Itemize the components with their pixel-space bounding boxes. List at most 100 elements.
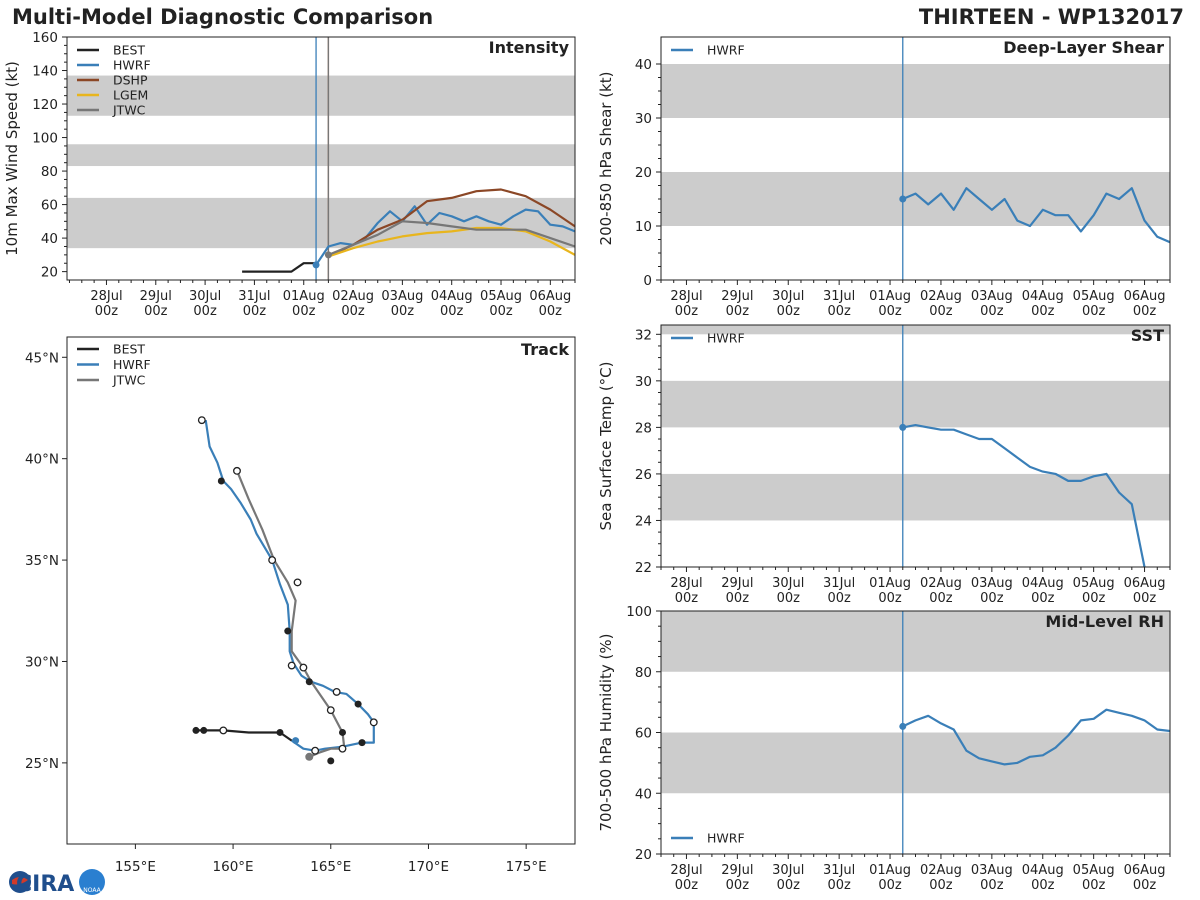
rh-xtick-hour: 00z	[827, 878, 851, 893]
shear-xtick-day: 01Aug	[869, 289, 911, 304]
rh-ytick-label: 100	[626, 604, 652, 620]
intensity-series-lgem	[328, 226, 575, 258]
sst-xtick-hour: 00z	[1082, 591, 1106, 606]
intensity-xtick-hour: 00z	[243, 304, 267, 319]
cira-logo: CIRA NOAA	[9, 869, 105, 897]
shear-ytick-label: 30	[635, 111, 652, 127]
rh-xtick-day: 31Jul	[823, 863, 855, 878]
sst-xtick-day: 30Jul	[772, 576, 804, 591]
shear-xtick-hour: 00z	[777, 304, 801, 319]
sst-xtick-day: 03Aug	[971, 576, 1013, 591]
track-open-point	[369, 718, 378, 727]
intensity-ytick-label: 20	[41, 265, 58, 281]
track-open-point	[293, 578, 302, 587]
shear-xtick-hour: 00z	[1082, 304, 1106, 319]
rh-shaded-band	[661, 611, 1170, 672]
shear-xtick-hour: 00z	[878, 304, 902, 319]
sst-xtick-day: 02Aug	[920, 576, 962, 591]
sst-xtick-hour: 00z	[980, 591, 1004, 606]
track-filled-point	[358, 739, 366, 747]
shear-xtick-day: 06Aug	[1124, 289, 1166, 304]
storm-name: THIRTEEN - WP132017	[918, 5, 1184, 29]
intensity-ytick-label: 100	[32, 131, 58, 147]
shear-xtick-hour: 00z	[827, 304, 851, 319]
rh-xtick-hour: 00z	[929, 878, 953, 893]
sst-xtick-day: 31Jul	[823, 576, 855, 591]
rh-title: Mid-Level RH	[1045, 612, 1164, 631]
sst-legend-label-hwrf: HWRF	[707, 331, 745, 346]
shear-xtick-hour: 00z	[675, 304, 699, 319]
sst-xtick-day: 04Aug	[1022, 576, 1064, 591]
sst-ytick-label: 26	[635, 467, 652, 483]
sst-shaded-band	[661, 473, 1170, 521]
rh-xtick-day: 03Aug	[971, 863, 1013, 878]
track-legend-label-jtwc: JTWC	[112, 373, 146, 388]
track-xtick-label: 175°E	[506, 859, 547, 875]
logo-swoosh	[12, 877, 28, 885]
rh-xtick-day: 04Aug	[1022, 863, 1064, 878]
track-open-point	[311, 746, 320, 755]
track-filled-point	[276, 728, 284, 736]
track-panel: 25°N 30°N 35°N 40°N 45°N 155°E 160°E 165°E 170°E…	[25, 336, 576, 875]
track-xtick-label: 170°E	[408, 859, 449, 875]
sst-panel: 22242628303228Jul00z29Jul00z30Jul00z31Ju…	[597, 324, 1171, 606]
shear-ytick-label: 0	[643, 273, 652, 289]
track-xtick-label: 160°E	[213, 859, 254, 875]
intensity-legend-label-dshp: DSHP	[113, 73, 148, 88]
intensity-xtick-day: 28Jul	[90, 289, 122, 304]
shear-ytick-label: 20	[635, 165, 652, 181]
shear-xtick-day: 29Jul	[721, 289, 753, 304]
shear-xtick-hour: 00z	[1031, 304, 1055, 319]
shear-ylabel: 200-850 hPa Shear (kt)	[597, 72, 615, 246]
intensity-ytick-label: 40	[41, 231, 58, 247]
track-xtick-label: 165°E	[310, 859, 351, 875]
intensity-ytick-label: 120	[32, 97, 58, 113]
rh-series-hwrf	[902, 708, 1170, 766]
sst-xtick-hour: 00z	[929, 591, 953, 606]
shear-xtick-hour: 00z	[929, 304, 953, 319]
intensity-xtick-day: 06Aug	[529, 289, 571, 304]
intensity-xtick-day: 03Aug	[381, 289, 423, 304]
shear-xtick-day: 04Aug	[1022, 289, 1064, 304]
intensity-plot-area	[67, 37, 575, 280]
track-filled-point	[217, 477, 225, 485]
sst-ytick-label: 22	[635, 560, 652, 576]
intensity-xtick-day: 30Jul	[189, 289, 221, 304]
track-filled-point	[284, 627, 292, 635]
rh-xtick-hour: 00z	[675, 878, 699, 893]
intensity-marker-jtwc	[324, 251, 332, 259]
sst-series-hwrf	[902, 424, 1146, 567]
track-open-point	[332, 687, 341, 696]
intensity-legend-label-jtwc: JTWC	[112, 103, 146, 118]
intensity-xtick-hour: 00z	[341, 304, 365, 319]
noaa-emblem	[79, 869, 105, 895]
rh-xtick-day: 02Aug	[920, 863, 962, 878]
shear-xtick-hour: 00z	[1133, 304, 1157, 319]
sst-frame	[660, 324, 1171, 568]
sst-ylabel: Sea Surface Temp (°C)	[597, 361, 615, 530]
sst-xtick-hour: 00z	[1133, 591, 1157, 606]
track-ytick-label: 35°N	[25, 553, 59, 569]
sst-xtick-hour: 00z	[878, 591, 902, 606]
intensity-xtick-hour: 00z	[391, 304, 415, 319]
shear-xtick-day: 02Aug	[920, 289, 962, 304]
rh-xtick-day: 30Jul	[772, 863, 804, 878]
sst-ytick-label: 30	[635, 374, 652, 390]
rh-plot-area	[661, 611, 1170, 854]
track-open-point	[326, 706, 335, 715]
sst-xtick-hour: 00z	[827, 591, 851, 606]
intensity-xtick-hour: 00z	[292, 304, 316, 319]
rh-ytick-label: 20	[635, 847, 652, 863]
track-open-point	[338, 744, 347, 753]
track-title: Track	[521, 340, 569, 359]
intensity-xtick-hour: 00z	[489, 304, 513, 319]
rh-marker-hwrf	[899, 722, 907, 730]
track-ytick-label: 25°N	[25, 756, 59, 772]
track-open-point	[299, 663, 308, 672]
rh-xtick-hour: 00z	[777, 878, 801, 893]
intensity-legend-label-lgem: LGEM	[113, 88, 148, 103]
rh-panel: 2040608010028Jul00z29Jul00z30Jul00z31Jul…	[597, 604, 1171, 893]
track-frame	[66, 336, 576, 845]
sst-xtick-hour: 00z	[675, 591, 699, 606]
rh-xtick-hour: 00z	[1082, 878, 1106, 893]
